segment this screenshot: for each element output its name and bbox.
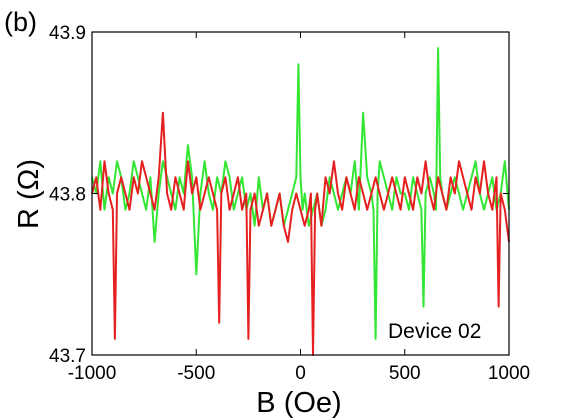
tick-layer: -1000 -500 0 500 1000 43.7 43.8 43.9 bbox=[49, 23, 530, 384]
panel-label: (b) bbox=[4, 7, 37, 37]
y-axis-title: R (Ω) bbox=[13, 159, 45, 229]
series-line-2 bbox=[91, 111, 510, 356]
x-tick-label: 0 bbox=[295, 363, 306, 384]
y-tick-label: 43.9 bbox=[49, 23, 86, 44]
x-tick-label: 1000 bbox=[488, 363, 530, 384]
y-tick-label: 43.8 bbox=[49, 185, 86, 206]
y-tick-label: 43.7 bbox=[49, 346, 86, 367]
x-axis-title: B (Oe) bbox=[256, 387, 341, 419]
device-annotation: Device 02 bbox=[388, 320, 481, 343]
x-tick-label: -500 bbox=[177, 363, 215, 384]
x-tick-label: 500 bbox=[389, 363, 421, 384]
series-layer bbox=[91, 47, 510, 356]
x-tick-label: -1000 bbox=[68, 363, 117, 384]
